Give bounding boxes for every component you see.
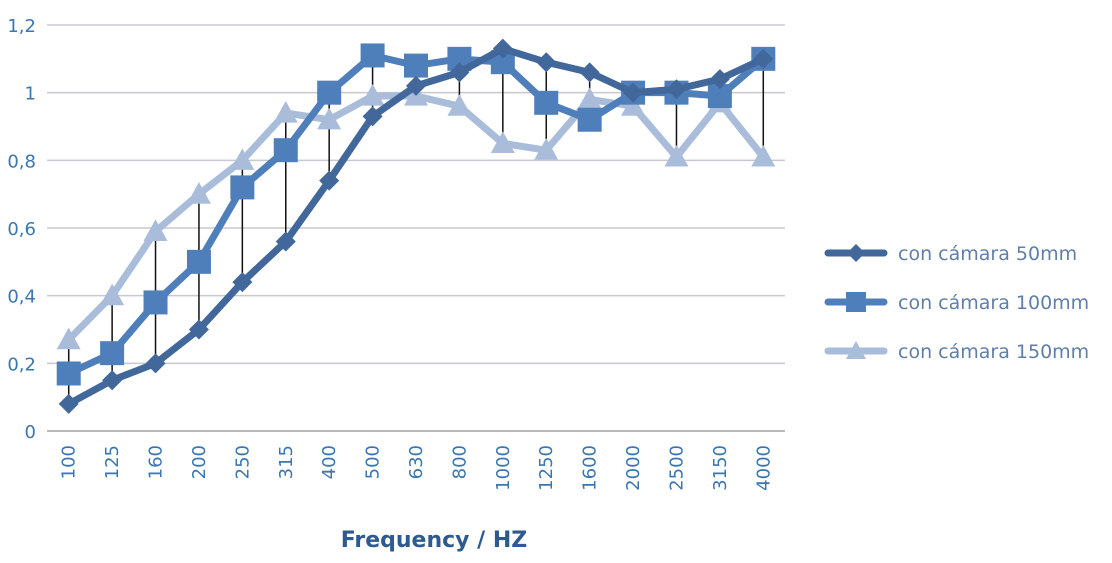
- point: [490, 131, 515, 154]
- x-tick-label: 1000: [493, 445, 514, 491]
- point: [143, 290, 168, 315]
- point: [145, 353, 166, 374]
- point: [102, 370, 123, 391]
- point: [664, 144, 689, 167]
- x-tick-label: 250: [232, 445, 253, 479]
- point: [577, 107, 602, 132]
- legend-label: con cámara 100mm: [898, 292, 1089, 314]
- legend-marker: [847, 244, 865, 262]
- point: [56, 327, 81, 350]
- point: [56, 361, 81, 386]
- point: [319, 170, 340, 191]
- point: [143, 219, 168, 241]
- legend-label: con cámara 150mm: [898, 341, 1089, 363]
- point: [317, 80, 342, 105]
- point: [273, 138, 298, 163]
- point: [534, 90, 559, 115]
- x-axis-title: Frequency / HZ: [341, 528, 527, 553]
- x-tick-label: 1600: [580, 445, 601, 491]
- point: [534, 138, 559, 160]
- point: [58, 393, 79, 414]
- legend-marker: [846, 292, 866, 312]
- point: [579, 62, 600, 83]
- point: [100, 283, 125, 306]
- point: [273, 100, 298, 123]
- x-tick-label: 400: [319, 445, 340, 479]
- y-tick-label: 0,2: [7, 354, 36, 375]
- x-tick-label: 200: [189, 445, 210, 479]
- x-tick-label: 2000: [623, 445, 644, 491]
- point: [188, 319, 209, 340]
- point: [275, 231, 296, 252]
- x-tick-label: 100: [59, 445, 80, 479]
- point: [709, 69, 730, 90]
- y-tick-label: 0,4: [7, 287, 36, 308]
- point: [186, 182, 211, 204]
- y-tick-label: 1,2: [7, 16, 36, 37]
- y-tick-label: 1: [25, 84, 36, 105]
- point: [751, 144, 776, 167]
- x-tick-label: 125: [102, 445, 123, 479]
- point: [449, 62, 470, 83]
- point: [492, 38, 513, 59]
- y-tick-label: 0,8: [7, 151, 36, 172]
- x-tick-label: 2500: [666, 445, 687, 491]
- legend-label: con cámara 50mm: [898, 243, 1077, 265]
- point: [623, 82, 644, 103]
- x-tick-label: 800: [449, 445, 470, 479]
- point: [100, 341, 125, 366]
- legend-marker: [846, 341, 866, 359]
- x-tick-label: 315: [276, 445, 297, 479]
- y-tick-label: 0,6: [7, 219, 36, 240]
- point: [230, 175, 255, 200]
- x-tick-label: 3150: [710, 445, 731, 491]
- point: [406, 75, 426, 96]
- y-tick-label: 0: [25, 422, 36, 443]
- point: [360, 43, 385, 68]
- point: [404, 53, 428, 78]
- point: [186, 249, 211, 274]
- point: [317, 107, 342, 130]
- x-tick-label: 160: [146, 445, 167, 479]
- x-tick-label: 500: [363, 445, 384, 479]
- point: [577, 87, 602, 110]
- x-tick-label: 630: [406, 445, 427, 479]
- series-line: [66, 92, 767, 343]
- point: [230, 148, 255, 170]
- point: [360, 84, 385, 106]
- point: [666, 79, 687, 100]
- point: [753, 48, 774, 69]
- point: [490, 50, 515, 75]
- x-tick-label: 4000: [753, 445, 774, 491]
- point: [447, 46, 472, 71]
- point: [232, 272, 253, 293]
- point: [621, 94, 646, 116]
- x-tick-label: 1250: [536, 445, 557, 491]
- point: [536, 52, 557, 73]
- point: [447, 94, 472, 116]
- point: [362, 106, 383, 127]
